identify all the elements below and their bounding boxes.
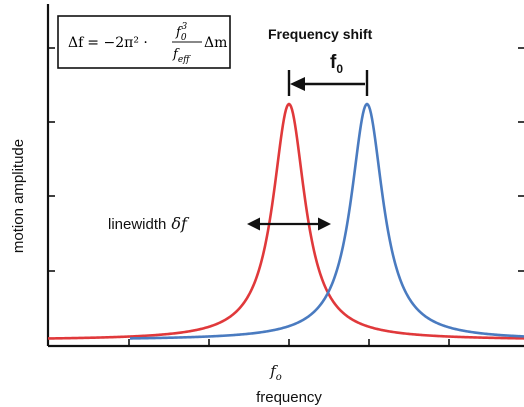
right-ticks	[518, 47, 524, 272]
y-ticks	[48, 47, 55, 272]
red-resonance-curve	[47, 102, 524, 340]
frequency-shift-value: f0	[330, 52, 343, 76]
formula-box: Δf = −2π² · f03 feff Δm	[57, 15, 231, 69]
x-tick-label-f0: fo	[269, 362, 282, 383]
formula-lhs: Δf = −2π² ·	[68, 35, 148, 51]
axes-frame	[46, 4, 524, 348]
formula-tail: Δm	[204, 35, 227, 51]
x-axis-label: frequency	[256, 389, 322, 406]
linewidth-arrow	[247, 217, 331, 231]
formula-numerator: f03	[175, 22, 188, 43]
linewidth-arrow-head-left	[247, 217, 260, 231]
shift-arrow	[287, 70, 369, 96]
linewidth-arrow-head-right	[318, 217, 331, 231]
frequency-shift-title: Frequency shift	[268, 26, 373, 42]
blue-resonance-curve	[129, 102, 524, 340]
x-ticks	[128, 339, 450, 346]
shift-arrow-head	[290, 77, 305, 91]
formula-denominator: feff	[172, 47, 191, 65]
y-axis-label: motion amplitude	[10, 139, 27, 253]
linewidth-label: linewidth δf	[108, 214, 190, 233]
